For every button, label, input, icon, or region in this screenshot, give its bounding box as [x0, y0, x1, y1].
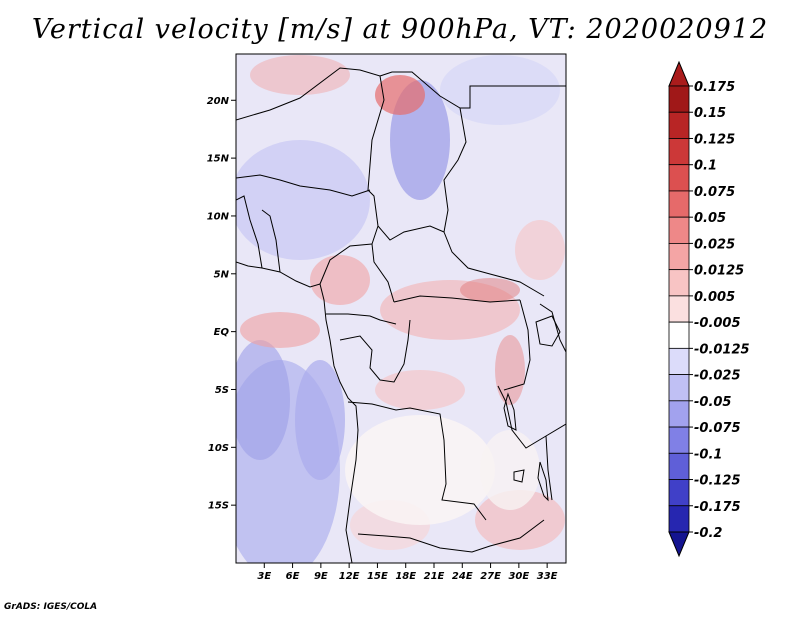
colorbar-label: 0.005 — [694, 290, 735, 305]
colorbar-swatch — [668, 347, 690, 375]
colorbar-label: -0.075 — [694, 421, 741, 436]
longitude-axis: 3E 6E 9E 12E 15E 18E 21E 24E 27E 30E 33E — [257, 563, 558, 582]
colorbar-swatch — [668, 321, 690, 349]
lon-tick-label: 21E — [424, 571, 445, 582]
colorbar-swatch — [668, 426, 690, 454]
colorbar-label: -0.1 — [694, 447, 722, 462]
colorbar-swatch — [668, 295, 690, 323]
colorbar-swatch — [668, 216, 690, 244]
lat-tick-label: 15S — [208, 501, 229, 512]
colorbar-label: 0.05 — [694, 211, 726, 226]
colorbar-label: -0.05 — [694, 395, 731, 410]
colorbar-label: 0.125 — [694, 132, 735, 147]
colorbar-swatch — [668, 479, 690, 507]
lon-tick-label: 24E — [452, 571, 473, 582]
lon-tick-label: 33E — [537, 571, 558, 582]
colorbar-label: 0.075 — [694, 185, 735, 200]
colorbar-label: 0.175 — [694, 80, 735, 95]
colorbar-label: 0.15 — [694, 106, 726, 121]
colorbar-swatch — [668, 111, 690, 139]
colorbar-label: -0.125 — [694, 474, 741, 489]
colorbar-label: -0.025 — [694, 369, 741, 384]
lat-tick-label: 10N — [207, 211, 230, 222]
colorbar-min-arrow — [668, 531, 690, 558]
map-frame — [235, 53, 567, 564]
lat-tick-label: 10S — [208, 443, 229, 454]
grads-credit: GrADS: IGES/COLA — [4, 602, 98, 612]
colorbar-swatch — [668, 400, 690, 428]
lon-tick-label: 3E — [257, 571, 271, 582]
lat-tick-label: 15N — [207, 154, 230, 165]
colorbar-label: -0.2 — [694, 526, 722, 541]
country-borders — [236, 67, 566, 563]
colorbar-label: -0.0125 — [694, 342, 750, 357]
lon-tick-label: 9E — [314, 571, 328, 582]
colorbar-label: -0.005 — [694, 316, 741, 331]
colorbar-swatch — [668, 190, 690, 218]
lon-tick-label: 15E — [367, 571, 388, 582]
colorbar-swatch — [668, 505, 690, 533]
colorbar-swatch — [668, 138, 690, 166]
lon-tick-label: 12E — [339, 571, 360, 582]
lon-tick-label: 27E — [480, 571, 501, 582]
lon-tick-label: 18E — [395, 571, 416, 582]
colorbar-swatch — [668, 164, 690, 192]
chart-title: Vertical velocity [m/s] at 900hPa, VT: 2… — [31, 14, 769, 45]
colorbar-swatch — [668, 452, 690, 480]
colorbar-label: 0.0125 — [694, 264, 744, 279]
colorbar-swatch — [668, 269, 690, 297]
vertical-velocity-field — [236, 54, 566, 563]
lon-tick-label: 6E — [286, 571, 300, 582]
lat-tick-label: 5N — [214, 269, 230, 280]
lat-tick-label: 20N — [207, 96, 230, 107]
colorbar-swatch — [668, 374, 690, 402]
colorbar-label: 0.025 — [694, 237, 735, 252]
lon-tick-label: 30E — [508, 571, 529, 582]
colorbar-label: -0.175 — [694, 500, 741, 515]
colorbar-label: 0.1 — [694, 159, 717, 174]
colorbar-swatch — [668, 85, 690, 113]
latitude-axis: 20N 15N 10N 5N EQ 5S 10S 15S — [207, 96, 236, 512]
lat-tick-label: 5S — [215, 385, 229, 396]
lat-tick-label: EQ — [214, 327, 230, 338]
colorbar: 0.175 0.15 0.125 0.1 0.075 0.05 0.025 0.0125 0.0… — [668, 60, 750, 558]
colorbar-swatch — [668, 243, 690, 271]
colorbar-max-arrow — [668, 60, 690, 87]
